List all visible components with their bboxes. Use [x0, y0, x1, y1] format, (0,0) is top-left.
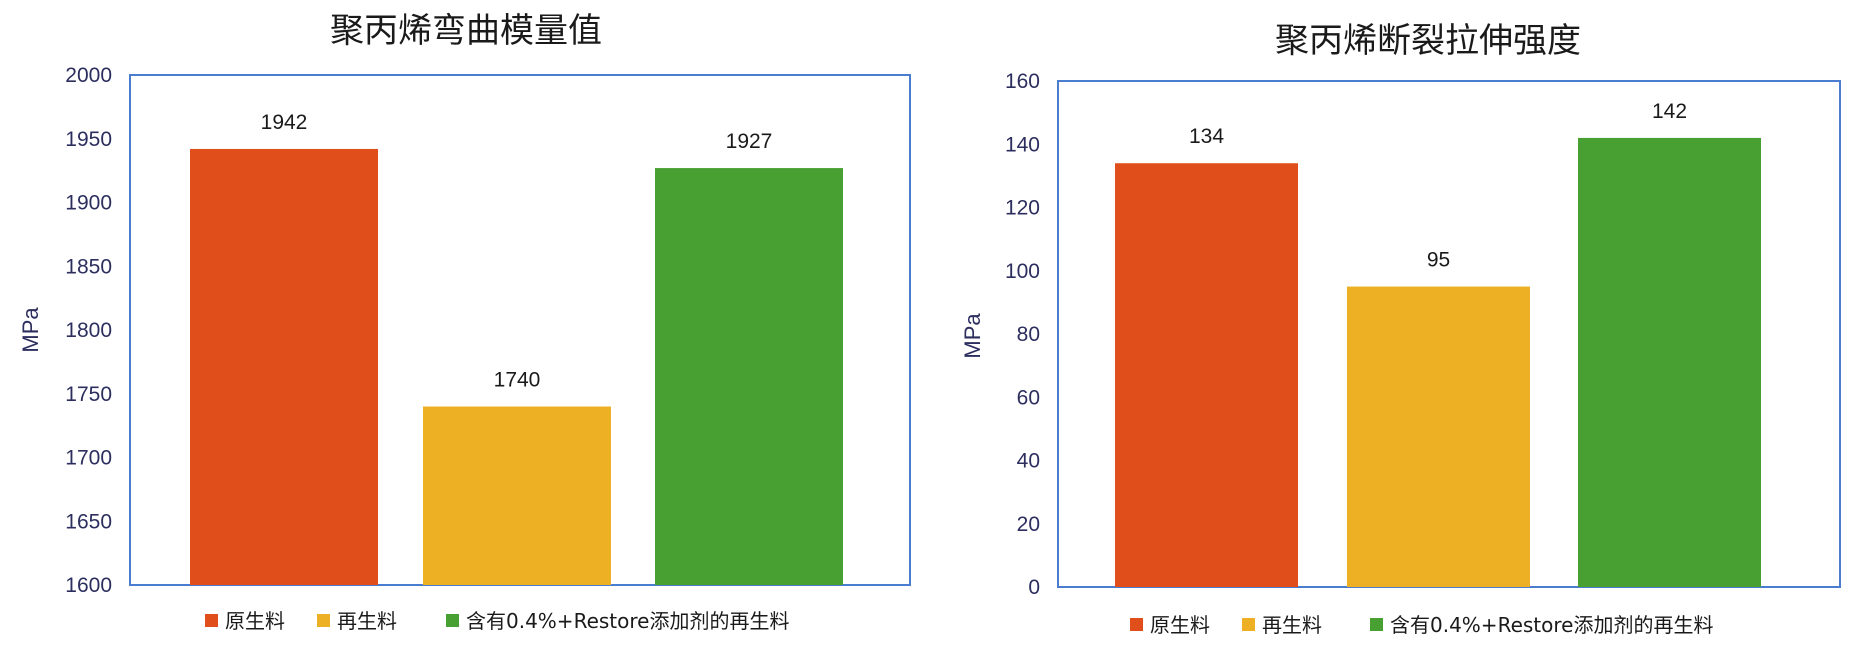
- y-tick-label: 2000: [65, 64, 112, 87]
- legend-swatch: [446, 614, 459, 627]
- y-tick-label: 0: [1028, 576, 1040, 599]
- y-tick-label: 1800: [65, 319, 112, 342]
- chart-title: 聚丙烯弯曲模量值: [330, 11, 602, 51]
- bar: [423, 406, 611, 585]
- legend-entry: 含有0.4%+Restore添加剂的再生料: [466, 609, 789, 633]
- y-tick-label: 20: [1017, 513, 1040, 536]
- data-labels: 1942 1740 1927: [261, 111, 773, 392]
- y-axis-label: MPa: [960, 313, 985, 359]
- data-label: 1942: [261, 111, 308, 134]
- legend-entry: 再生料: [337, 609, 397, 633]
- bar: [655, 168, 843, 585]
- legend-swatch: [317, 614, 330, 627]
- legend-swatch: [1242, 618, 1255, 631]
- y-tick-label: 1950: [65, 128, 112, 151]
- bars: [190, 148, 843, 585]
- flexural-modulus-chart: 聚丙烯弯曲模量值 MPa 1600 1650 1700 1750 1800 1850 190…: [18, 11, 911, 633]
- tensile-strength-chart: 聚丙烯断裂拉伸强度 MPa 0 20 40 60 80 100 120 140 160 134 9…: [960, 21, 1841, 637]
- data-labels: 134 95 142: [1189, 100, 1687, 272]
- data-label: 134: [1189, 125, 1224, 148]
- bar: [1578, 137, 1761, 588]
- legend-entry: 含有0.4%+Restore添加剂的再生料: [1390, 613, 1713, 637]
- y-tick-label: 60: [1017, 386, 1040, 409]
- y-tick-label: 80: [1017, 323, 1040, 346]
- y-tick-label: 1700: [65, 447, 112, 470]
- bar: [1115, 163, 1298, 587]
- y-tick-label: 40: [1017, 450, 1040, 473]
- legend-entry: 原生料: [1150, 613, 1210, 637]
- legend: 原生料 再生料 含有0.4%+Restore添加剂的再生料: [205, 609, 789, 633]
- y-tick-label: 1850: [65, 255, 112, 278]
- legend: 原生料 再生料 含有0.4%+Restore添加剂的再生料: [1130, 613, 1713, 637]
- data-label: 1927: [726, 130, 773, 153]
- y-tick-labels: 1600 1650 1700 1750 1800 1850 1900 1950 2000: [65, 64, 112, 597]
- y-tick-label: 1900: [65, 192, 112, 215]
- bar: [1347, 286, 1530, 587]
- y-tick-label: 1600: [65, 574, 112, 597]
- data-label: 142: [1652, 100, 1687, 123]
- y-tick-label: 140: [1005, 133, 1040, 156]
- bars: [1115, 137, 1761, 588]
- data-label: 95: [1427, 249, 1450, 272]
- y-tick-label: 1750: [65, 383, 112, 406]
- legend-swatch: [205, 614, 218, 627]
- legend-entry: 原生料: [225, 609, 285, 633]
- legend-swatch: [1130, 618, 1143, 631]
- y-tick-label: 1650: [65, 510, 112, 533]
- legend-swatch: [1370, 618, 1383, 631]
- y-tick-labels: 0 20 40 60 80 100 120 140 160: [1005, 70, 1040, 599]
- y-axis-label: MPa: [18, 307, 43, 353]
- y-tick-label: 120: [1005, 197, 1040, 220]
- legend-entry: 再生料: [1262, 613, 1322, 637]
- y-tick-label: 100: [1005, 260, 1040, 283]
- data-label: 1740: [494, 369, 541, 392]
- chart-title: 聚丙烯断裂拉伸强度: [1275, 21, 1581, 61]
- bar: [190, 148, 378, 585]
- y-tick-label: 160: [1005, 70, 1040, 93]
